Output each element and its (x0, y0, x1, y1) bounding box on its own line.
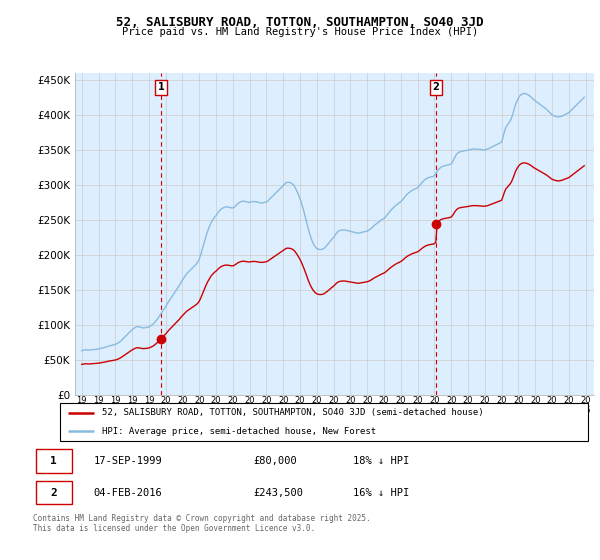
Text: 1: 1 (50, 456, 57, 466)
Text: 2: 2 (50, 488, 57, 497)
Text: £243,500: £243,500 (254, 488, 304, 497)
FancyBboxPatch shape (36, 449, 71, 473)
Text: 18% ↓ HPI: 18% ↓ HPI (353, 456, 409, 466)
Text: 52, SALISBURY ROAD, TOTTON, SOUTHAMPTON, SO40 3JD (semi-detached house): 52, SALISBURY ROAD, TOTTON, SOUTHAMPTON,… (103, 408, 484, 417)
Text: Contains HM Land Registry data © Crown copyright and database right 2025.
This d: Contains HM Land Registry data © Crown c… (33, 514, 371, 534)
Text: 1: 1 (158, 82, 164, 92)
Text: 16% ↓ HPI: 16% ↓ HPI (353, 488, 409, 497)
FancyBboxPatch shape (36, 480, 71, 505)
Text: Price paid vs. HM Land Registry's House Price Index (HPI): Price paid vs. HM Land Registry's House … (122, 27, 478, 37)
Text: HPI: Average price, semi-detached house, New Forest: HPI: Average price, semi-detached house,… (103, 427, 377, 436)
Text: 2: 2 (433, 82, 439, 92)
Text: £80,000: £80,000 (254, 456, 298, 466)
FancyBboxPatch shape (59, 403, 589, 441)
Text: 04-FEB-2016: 04-FEB-2016 (94, 488, 163, 497)
Text: 52, SALISBURY ROAD, TOTTON, SOUTHAMPTON, SO40 3JD: 52, SALISBURY ROAD, TOTTON, SOUTHAMPTON,… (116, 16, 484, 29)
Text: 17-SEP-1999: 17-SEP-1999 (94, 456, 163, 466)
